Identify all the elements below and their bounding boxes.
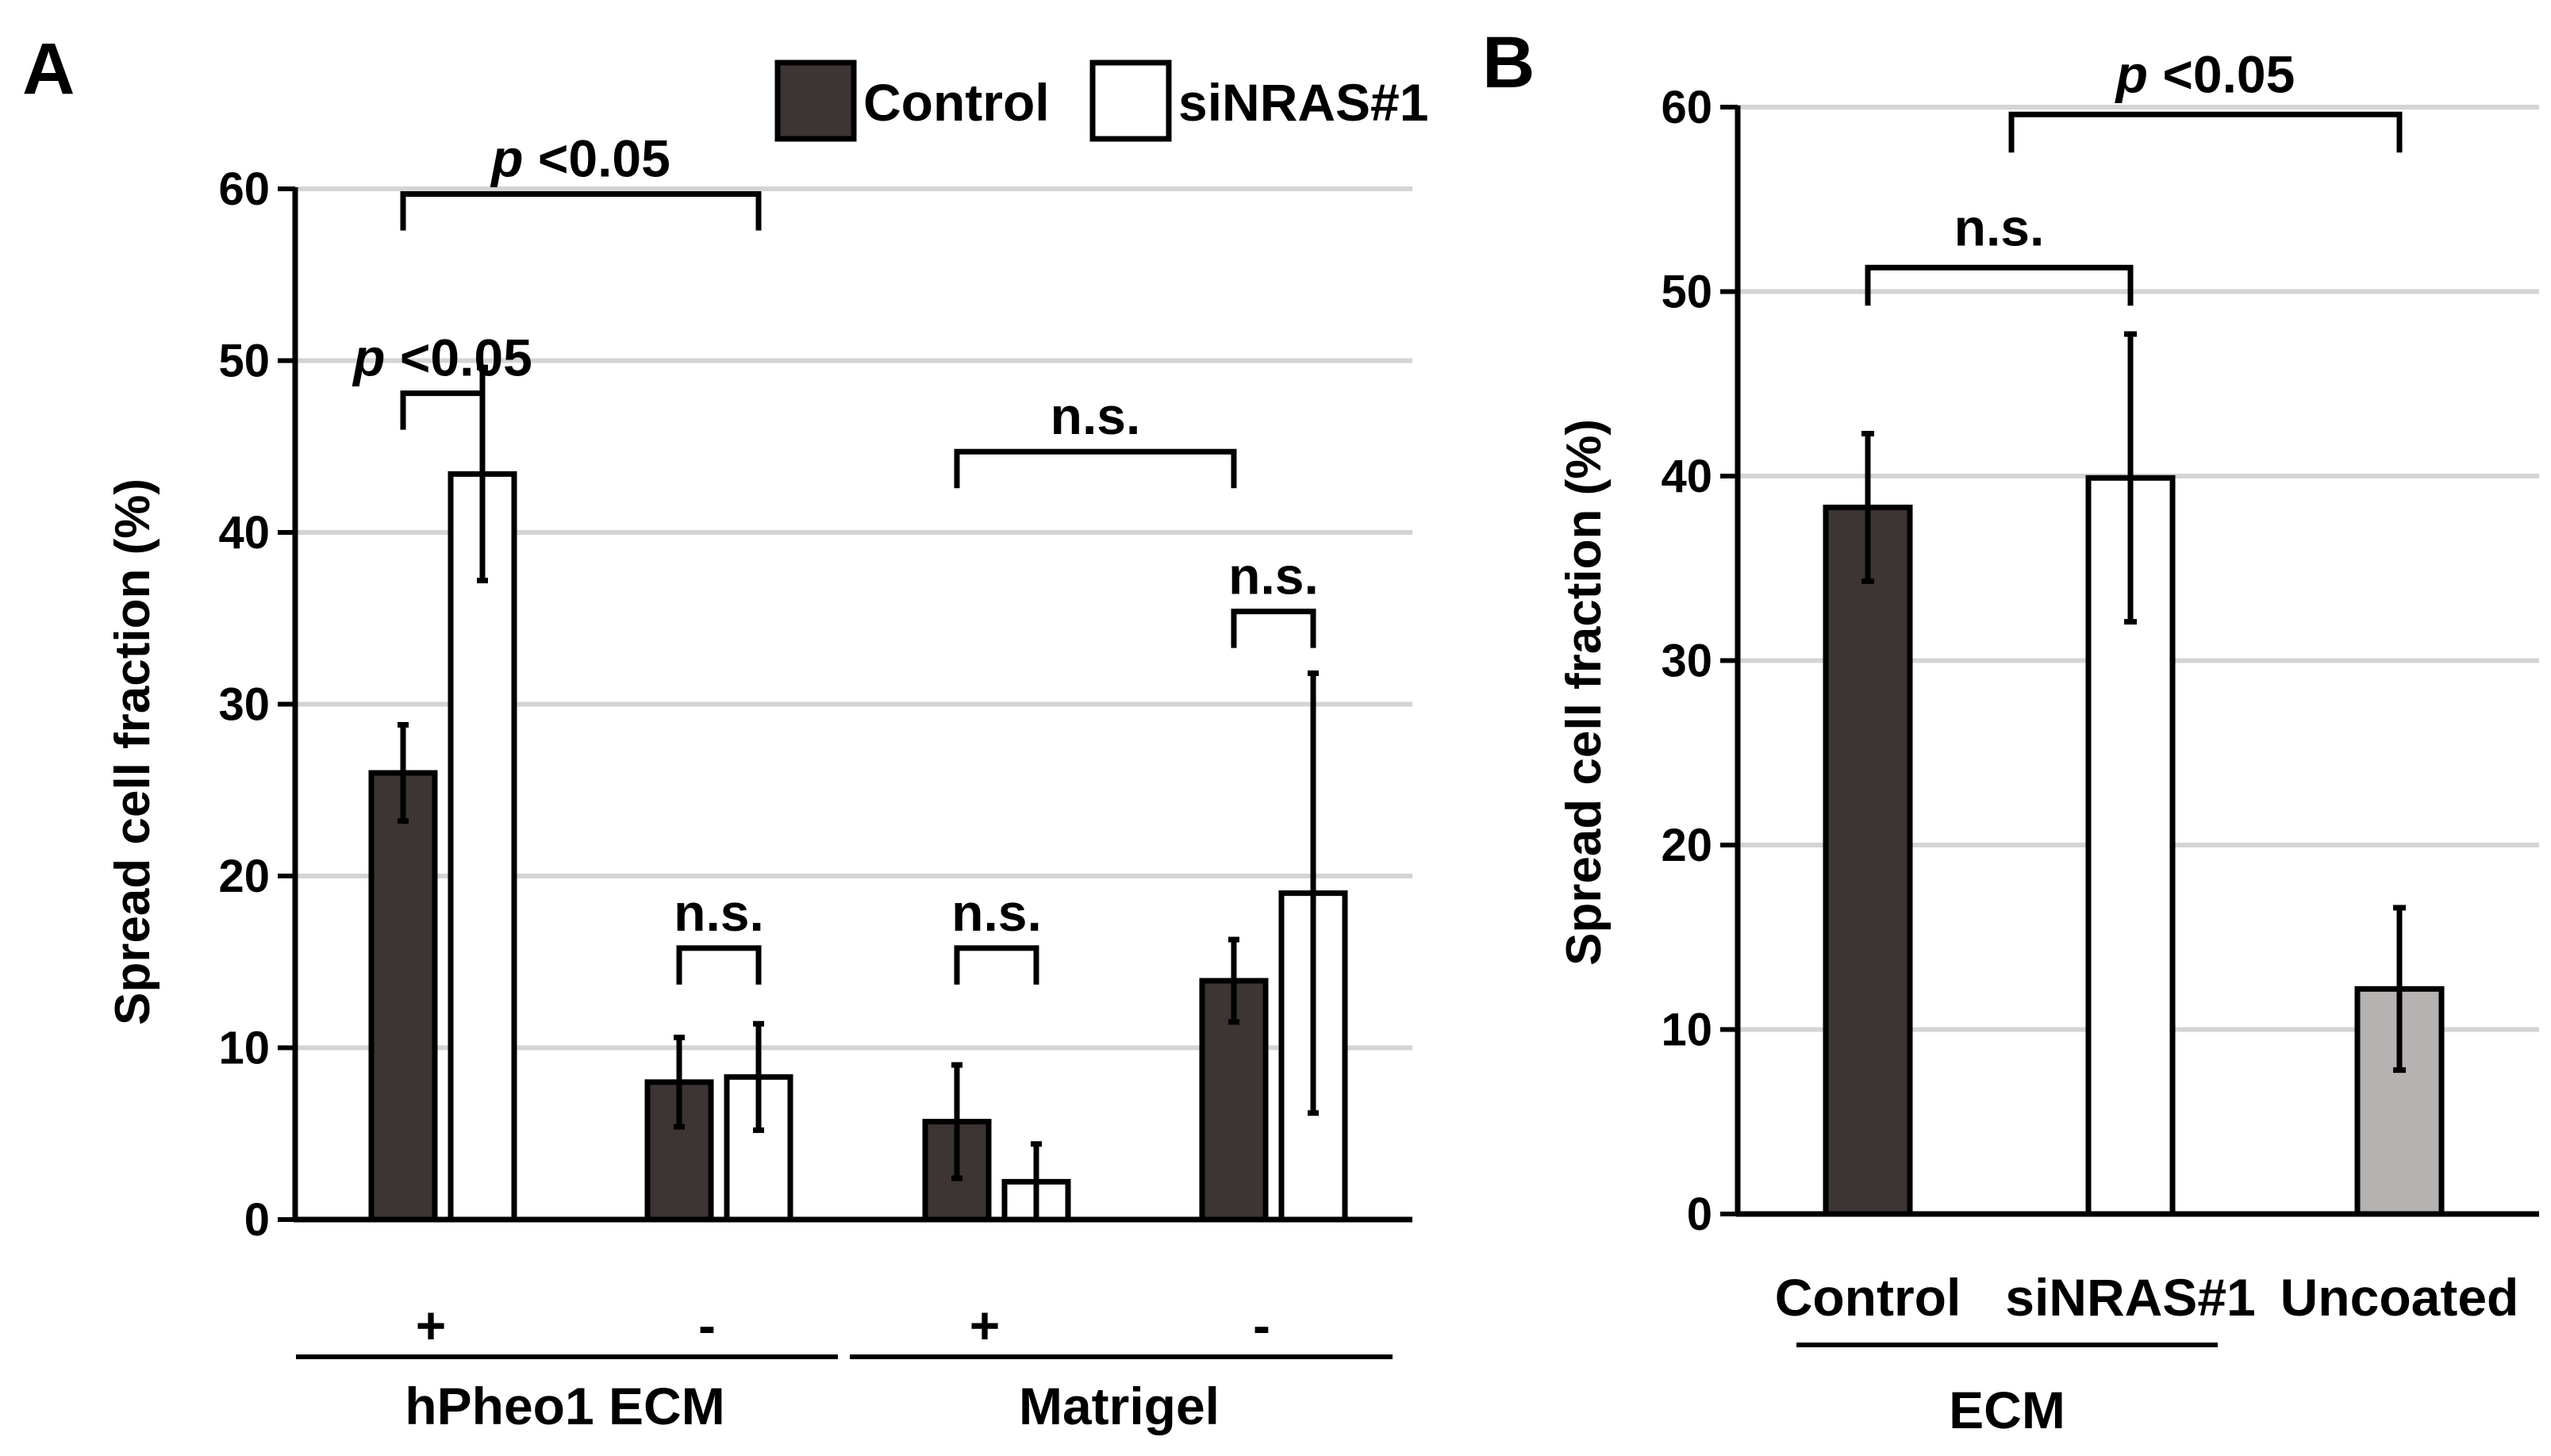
significance-label-a-value: n.s. bbox=[674, 883, 764, 942]
group-label-b: ECM bbox=[1949, 1381, 2065, 1439]
group-label-a: Matrigel bbox=[1019, 1377, 1220, 1435]
x-category-label-b: Uncoated bbox=[2280, 1268, 2519, 1327]
significance-label-a-p: p bbox=[352, 328, 385, 387]
y-tick-label-b: 0 bbox=[1687, 1189, 1712, 1240]
y-tick-label-a: 10 bbox=[218, 1023, 270, 1074]
y-axis-label-a: Spread cell fraction (%) bbox=[106, 478, 160, 1025]
x-category-label-a: - bbox=[698, 1296, 716, 1354]
error-bar-a bbox=[398, 721, 409, 824]
bar-b-control bbox=[1823, 505, 1913, 1217]
significance-label-a: n.s. bbox=[1228, 547, 1319, 605]
panel-b-letter: B bbox=[1482, 22, 1535, 103]
y-tick-label-b: 50 bbox=[1661, 267, 1712, 318]
x-category-label-a: - bbox=[1253, 1296, 1270, 1354]
legend-swatch-control bbox=[774, 60, 857, 142]
error-bar-a bbox=[753, 1020, 764, 1133]
significance-label-a-value: n.s. bbox=[1051, 386, 1141, 445]
y-tick-label-b: 30 bbox=[1661, 636, 1712, 687]
y-tick-label-a: 50 bbox=[218, 336, 270, 387]
significance-label-a-p: p bbox=[490, 129, 523, 187]
error-bar-a bbox=[1228, 936, 1239, 1025]
y-tick-label-a: 30 bbox=[218, 679, 270, 731]
significance-label-a: n.s. bbox=[1051, 386, 1141, 445]
significance-bracket-a bbox=[676, 945, 762, 985]
error-bar-a bbox=[1308, 670, 1319, 1116]
error-bar-a bbox=[674, 1035, 685, 1130]
significance-label-a: p <0.05 bbox=[490, 129, 670, 187]
significance-label-b: n.s. bbox=[1954, 198, 2045, 256]
significance-label-a-value: <0.05 bbox=[385, 328, 532, 387]
legend-label-sinras: siNRAS#1 bbox=[1178, 73, 1428, 132]
significance-bracket-a bbox=[954, 945, 1039, 985]
significance-bracket-b bbox=[1865, 264, 2134, 306]
y-axis-label-b: Spread cell fraction (%) bbox=[1557, 419, 1612, 966]
significance-bracket-a bbox=[954, 448, 1237, 489]
significance-label-a-value: <0.05 bbox=[523, 129, 670, 187]
y-tick-label-a: 20 bbox=[218, 851, 270, 902]
group-label-a: hPheo1 ECM bbox=[405, 1377, 724, 1435]
bar-a-sinras bbox=[448, 471, 517, 1223]
significance-label-a-value: n.s. bbox=[951, 883, 1042, 942]
y-tick-label-b: 60 bbox=[1661, 82, 1712, 133]
significance-bracket-a bbox=[1231, 609, 1316, 648]
significance-label-b-p: p bbox=[2115, 44, 2148, 103]
x-category-label-b: siNRAS#1 bbox=[2005, 1268, 2255, 1327]
significance-label-b-value: n.s. bbox=[1954, 198, 2045, 256]
y-tick-label-a: 60 bbox=[218, 163, 270, 215]
error-bar-b bbox=[2124, 331, 2137, 625]
legend-label-control: Control bbox=[863, 73, 1050, 132]
significance-label-a: p <0.05 bbox=[352, 328, 532, 387]
error-bar-a bbox=[951, 1062, 962, 1181]
significance-bracket-a bbox=[400, 190, 762, 231]
error-bar-b bbox=[1861, 431, 1874, 585]
x-category-label-a: + bbox=[970, 1296, 1001, 1354]
panel-a-letter: A bbox=[22, 29, 75, 109]
y-tick-label-a: 40 bbox=[218, 507, 270, 559]
significance-label-a-value: n.s. bbox=[1228, 547, 1319, 605]
bar-a-control bbox=[368, 770, 438, 1223]
y-tick-label-a: 0 bbox=[244, 1194, 270, 1246]
y-tick-label-b: 40 bbox=[1661, 451, 1712, 502]
y-tick-label-b: 20 bbox=[1661, 820, 1712, 871]
x-category-label-b: Control bbox=[1775, 1268, 1961, 1327]
significance-label-a: n.s. bbox=[951, 883, 1042, 942]
error-bar-a bbox=[1031, 1141, 1042, 1223]
x-category-label-a: + bbox=[416, 1296, 447, 1354]
significance-label-b-value: <0.05 bbox=[2148, 44, 2295, 103]
significance-label-b: p <0.05 bbox=[2115, 44, 2296, 103]
significance-label-a: n.s. bbox=[674, 883, 764, 942]
y-tick-label-b: 10 bbox=[1661, 1005, 1712, 1056]
significance-bracket-b bbox=[2008, 111, 2403, 153]
significance-bracket-a bbox=[400, 390, 486, 430]
legend-swatch-sinras bbox=[1089, 60, 1172, 142]
error-bar-b bbox=[2393, 905, 2406, 1074]
